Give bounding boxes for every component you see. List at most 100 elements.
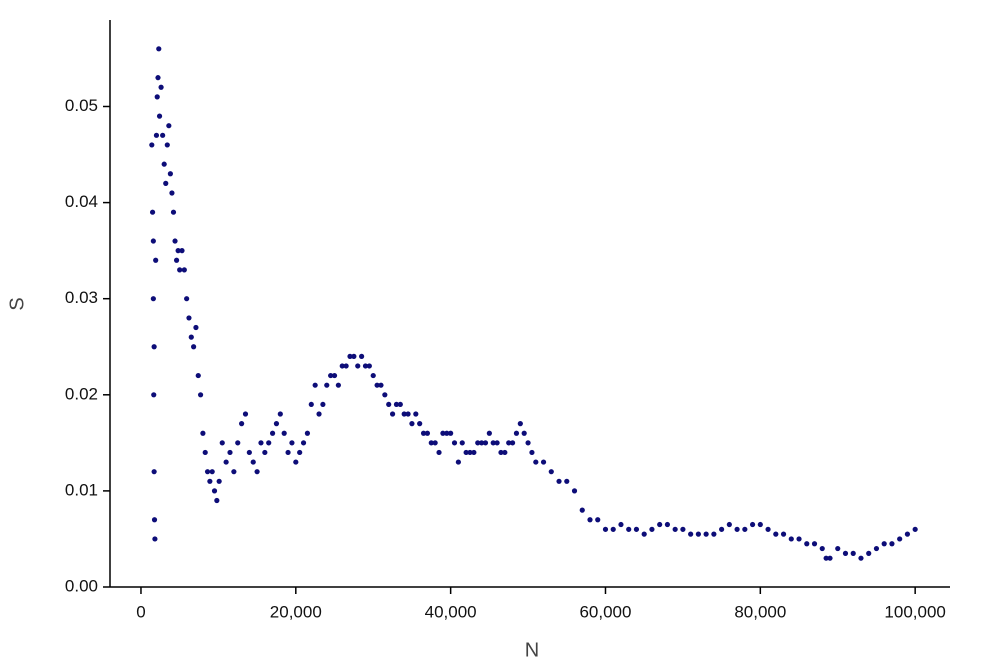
point xyxy=(175,248,181,254)
point xyxy=(529,449,535,456)
point xyxy=(151,392,157,398)
point xyxy=(904,531,911,537)
point xyxy=(269,430,276,436)
point xyxy=(152,536,158,542)
point xyxy=(626,526,632,532)
point xyxy=(413,411,419,417)
point xyxy=(595,517,601,523)
point xyxy=(521,430,527,436)
point xyxy=(397,401,403,408)
point xyxy=(610,526,616,532)
point xyxy=(216,478,222,484)
point xyxy=(773,531,779,537)
point xyxy=(827,555,833,561)
point xyxy=(811,541,818,547)
point xyxy=(386,401,392,408)
point xyxy=(881,541,887,547)
point xyxy=(246,449,252,456)
point xyxy=(664,521,671,528)
point xyxy=(362,363,369,369)
point xyxy=(641,531,647,537)
point xyxy=(151,469,157,475)
point xyxy=(169,190,175,196)
point xyxy=(688,531,694,537)
point xyxy=(517,421,523,427)
point xyxy=(695,531,701,537)
point xyxy=(160,132,166,138)
point xyxy=(151,517,158,523)
point xyxy=(195,372,201,379)
point xyxy=(370,372,376,379)
point xyxy=(149,209,156,215)
point xyxy=(602,526,609,532)
point xyxy=(440,430,446,436)
point xyxy=(166,123,172,129)
point xyxy=(393,401,400,408)
point xyxy=(211,488,218,494)
x-tick-label: 20,000 xyxy=(270,602,322,621)
point xyxy=(181,267,187,273)
point xyxy=(657,521,663,528)
point xyxy=(540,459,547,465)
point xyxy=(459,440,465,446)
point xyxy=(214,497,220,504)
point xyxy=(463,449,469,456)
point xyxy=(374,382,380,388)
point xyxy=(571,488,578,494)
point xyxy=(154,94,160,100)
point xyxy=(331,372,338,379)
y-tick-label: 0.01 xyxy=(65,480,98,499)
point xyxy=(285,449,291,456)
point xyxy=(513,430,520,436)
point xyxy=(405,411,411,417)
point xyxy=(200,430,206,436)
point xyxy=(297,449,303,456)
y-tick-label: 0.00 xyxy=(65,576,98,595)
point xyxy=(649,526,655,532)
point xyxy=(188,334,194,340)
point xyxy=(424,430,431,436)
point xyxy=(382,392,388,398)
point xyxy=(197,392,204,398)
point xyxy=(219,440,225,446)
point xyxy=(749,521,756,528)
x-tick-label: 0 xyxy=(136,602,145,621)
point xyxy=(479,440,485,446)
point xyxy=(158,84,164,90)
point xyxy=(242,411,249,417)
point xyxy=(788,536,794,542)
point xyxy=(618,521,624,528)
point xyxy=(204,469,211,475)
point xyxy=(156,113,163,119)
point xyxy=(161,161,167,167)
point xyxy=(734,526,740,532)
point xyxy=(842,550,849,556)
y-tick-label: 0.04 xyxy=(65,192,98,211)
point xyxy=(235,440,241,446)
point xyxy=(823,555,829,561)
point xyxy=(475,440,481,446)
point xyxy=(467,449,473,456)
point xyxy=(184,296,190,302)
point xyxy=(150,238,156,244)
point xyxy=(509,440,516,446)
point xyxy=(835,545,841,552)
point xyxy=(389,411,396,417)
point xyxy=(179,248,185,254)
point xyxy=(482,440,489,446)
point xyxy=(281,430,287,436)
point xyxy=(897,536,903,542)
point xyxy=(320,401,326,408)
point xyxy=(409,421,415,427)
point xyxy=(173,257,180,263)
point xyxy=(804,541,810,547)
point xyxy=(359,353,365,359)
point xyxy=(153,257,159,263)
point xyxy=(209,469,215,475)
point xyxy=(164,142,170,148)
point xyxy=(494,440,500,446)
point xyxy=(156,46,162,52)
point xyxy=(347,353,353,359)
x-tick-label: 100,000 xyxy=(884,602,945,621)
point xyxy=(378,382,384,388)
